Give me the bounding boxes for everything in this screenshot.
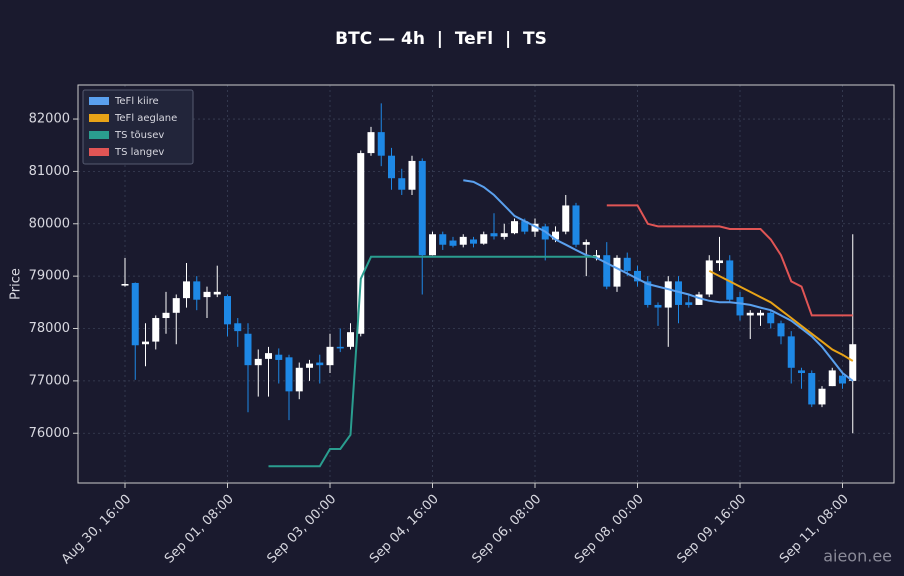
candle-body [295, 367, 303, 392]
candle-body [459, 236, 467, 245]
candle-body [839, 375, 846, 384]
candle-body [705, 260, 713, 295]
candle-body [121, 284, 129, 286]
candle-body [275, 354, 283, 360]
candle-body [172, 298, 180, 313]
candle-body [664, 281, 672, 308]
candle-body [388, 155, 395, 179]
candle-body [552, 231, 559, 240]
candle-body [757, 312, 764, 316]
overlay-line [606, 204, 853, 317]
candle-body [746, 312, 754, 316]
candle-body [142, 341, 149, 345]
candle-body [808, 373, 816, 405]
candle-body [634, 270, 641, 282]
candle-body [203, 291, 211, 298]
candle-body [193, 281, 201, 300]
y-tick-label: 79000 [29, 269, 70, 284]
chart-title: BTC — 4h | TeFl | TS [335, 29, 547, 49]
candle-body [285, 357, 293, 392]
candle-body [726, 260, 734, 300]
candle-body [695, 294, 703, 305]
candle-body [429, 234, 436, 256]
candle-body [224, 296, 231, 325]
legend-swatch [89, 148, 109, 156]
candle-body [798, 370, 805, 374]
y-tick-label: 82000 [29, 112, 70, 127]
candle-body [541, 226, 549, 240]
candle-body [347, 332, 354, 347]
overlay-line [708, 270, 854, 362]
candle-body [213, 291, 221, 295]
candle-body [244, 333, 252, 366]
plot-background [78, 85, 894, 483]
legend-label: TS langev [114, 147, 164, 158]
legend-box [82, 89, 194, 165]
candle-body [152, 318, 160, 342]
candle-body [265, 353, 272, 359]
legend-label: TS tõusev [114, 130, 164, 141]
candle-body [326, 346, 334, 366]
legend-label: TeFl aeglane [114, 113, 177, 124]
candle-body [439, 234, 447, 245]
candle-body [183, 281, 190, 299]
y-tick-label: 76000 [29, 426, 70, 441]
candle-body [767, 312, 775, 324]
candle-body [716, 260, 723, 264]
candle-body [849, 344, 857, 381]
candle-body [582, 242, 590, 245]
y-tick-label: 77000 [29, 373, 70, 388]
candle-body [818, 388, 826, 405]
overlay-line [463, 179, 854, 382]
candle-body [418, 160, 426, 256]
candle-body [521, 221, 529, 232]
candle-body [357, 153, 365, 334]
candle-body [162, 312, 170, 319]
y-tick-label: 81000 [29, 164, 70, 179]
candle-body [654, 304, 662, 308]
y-tick-label: 80000 [29, 216, 70, 231]
candle-body [500, 233, 508, 237]
legend-swatch [89, 97, 109, 105]
candle-body [787, 336, 795, 368]
candle-body [572, 205, 580, 245]
candle-body [490, 233, 498, 237]
candle-body [234, 323, 242, 332]
candle-body [398, 178, 406, 190]
candle-body [306, 363, 313, 368]
candle-body [828, 370, 836, 387]
candle-body [449, 240, 457, 246]
candle-body [644, 281, 652, 305]
candle-body [316, 362, 324, 366]
candle-body [254, 358, 262, 366]
candle-body [736, 297, 744, 316]
overlay-line [268, 255, 597, 468]
candle-body [470, 239, 477, 244]
candle-body [531, 223, 539, 232]
candle-body [623, 257, 631, 271]
legend-swatch [89, 114, 109, 122]
candle-body [131, 282, 139, 346]
candle-body [480, 234, 488, 244]
candle-body [336, 346, 344, 349]
candle-body [777, 323, 785, 337]
candle-body [367, 132, 375, 154]
candle-body [511, 221, 518, 234]
legend-swatch [89, 131, 109, 139]
candle-body [562, 205, 570, 232]
plot-border [77, 84, 895, 484]
candle-body [675, 281, 682, 305]
candle-body [613, 257, 621, 287]
candle-body [685, 302, 693, 305]
watermark: aieon.ee [823, 547, 892, 566]
candle-body [377, 132, 385, 156]
legend-label: TeFl kiire [114, 96, 159, 107]
y-axis-label: Price [9, 268, 24, 300]
candle-body [603, 255, 611, 287]
candle-body [408, 160, 416, 190]
y-tick-label: 78000 [29, 321, 70, 336]
